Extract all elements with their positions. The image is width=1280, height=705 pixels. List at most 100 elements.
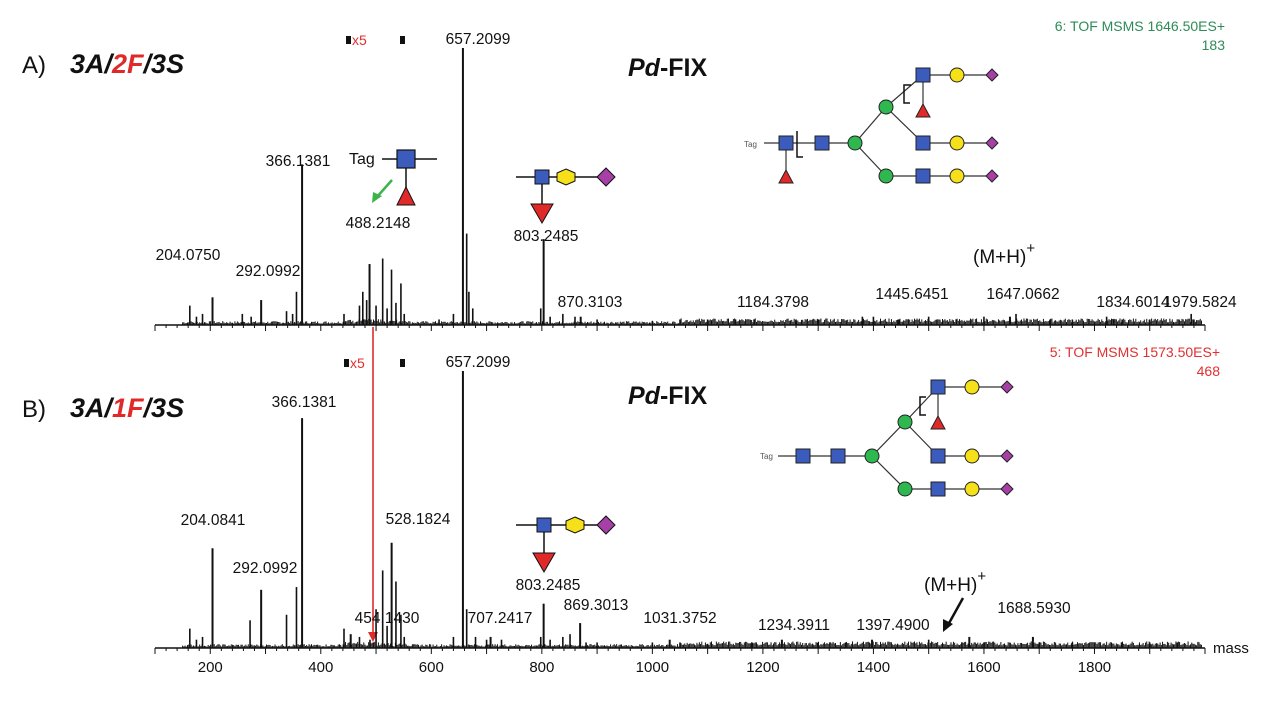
panel-a-zoom-marker-left — [346, 36, 351, 44]
sialic-acid-icon — [596, 515, 616, 535]
panel-a-zoom-marker-right — [400, 36, 405, 44]
peak-label: 657.2099 — [446, 31, 511, 48]
peak-label: 204.0750 — [156, 247, 221, 264]
panel-b-title-part1: 3A/ — [70, 393, 115, 423]
panel-b-ion-arrow — [943, 597, 965, 632]
peak-label: 1834.6014 — [1096, 294, 1170, 311]
panel-a-sample-name: Pd-FIX — [628, 54, 707, 82]
panel-b-precursor-glycan: Tag — [760, 379, 1014, 497]
galactose-icon — [565, 516, 585, 534]
panel-a-fucose-icon — [396, 185, 416, 206]
hexnac-icon — [930, 481, 946, 497]
galactose-icon — [964, 448, 980, 464]
mannose-icon — [878, 168, 894, 184]
hexnac-icon — [915, 168, 931, 184]
x-tick-label: 1800 — [1078, 659, 1111, 676]
panel-a-tag-fragment-glycan: Tag — [349, 149, 437, 206]
fragmentation-mark-icon — [796, 131, 803, 158]
x-tick-label: 1600 — [967, 659, 1000, 676]
sialic-acid-icon — [985, 169, 999, 183]
panel-b-title: 3A/1F/3S — [70, 393, 184, 423]
x-tick-label: 1200 — [746, 659, 779, 676]
sialic-acid-icon — [985, 68, 999, 82]
x-tick-label: 400 — [308, 659, 333, 676]
peak-label: 454.1430 — [355, 610, 420, 627]
peak-label: 803.2485 — [516, 577, 581, 594]
fucose-icon — [532, 552, 556, 573]
panel-b-ion-text: (M+H) — [924, 575, 977, 596]
peak-label: 1031.3752 — [643, 610, 716, 627]
peak-label: 1979.5824 — [1163, 294, 1237, 311]
sialic-acid-icon — [985, 136, 999, 150]
hexnac-icon — [930, 448, 946, 464]
x-tick-label: 800 — [529, 659, 554, 676]
panel-a-title-part1: 3A/ — [70, 49, 115, 79]
mannose-icon — [878, 99, 894, 115]
fucose-icon — [915, 102, 931, 118]
galactose-icon — [556, 168, 576, 186]
panel-a-sample-rest: -FIX — [660, 54, 708, 82]
hexnac-icon — [915, 135, 931, 151]
mannose-icon — [897, 481, 913, 497]
hexnac-icon — [814, 135, 830, 151]
x-tick-label: 200 — [198, 659, 223, 676]
fucose-icon — [530, 203, 554, 224]
panel-a-hexnac-icon — [396, 149, 416, 169]
x-axis-title: mass — [1213, 640, 1249, 657]
panel-a-title-part2: 2F — [111, 49, 145, 79]
galactose-icon — [949, 67, 965, 83]
peak-label: 1397.4900 — [856, 617, 930, 634]
fragmentation-mark-icon — [903, 84, 911, 104]
hexnac-icon — [778, 135, 794, 151]
panel-b-803-fragment-glycan — [516, 515, 616, 573]
peak-label: 488.2148 — [346, 215, 411, 232]
panel-a-header-line1: 6: TOF MSMS 1646.50ES+ — [1055, 18, 1225, 34]
panel-a-title: 3A/2F/3S — [70, 49, 184, 79]
sialic-acid-icon — [1000, 449, 1014, 463]
peak-label: 707.2417 — [468, 610, 533, 627]
panel-b-ion-label: (M+H)+ — [924, 568, 986, 596]
peak-label: 657.2099 — [446, 354, 511, 371]
peak-label: 204.0841 — [181, 512, 246, 529]
panel-a-ion-text: (M+H) — [973, 247, 1026, 268]
panel-a-tag-label: Tag — [349, 151, 375, 168]
mannose-icon — [847, 135, 863, 151]
sialic-acid-icon — [596, 167, 616, 187]
panel-b-spectrum: 204.0841 292.0992 366.1381 454.1430 528.1824… — [154, 354, 1206, 676]
peak-label: 870.3103 — [558, 294, 623, 311]
panel-a-zoom-label: x5 — [352, 32, 367, 48]
peak-label: 803.2485 — [514, 228, 579, 245]
panel-b-letter: B) — [22, 396, 46, 423]
peak-label: 292.0992 — [236, 263, 301, 280]
x-tick-label: 1000 — [636, 659, 669, 676]
panel-b-zoom-label: x5 — [350, 355, 365, 371]
panel-a-title-part3: /3S — [143, 49, 185, 79]
galactose-icon — [964, 379, 980, 395]
peak-label: 1647.0662 — [986, 286, 1059, 303]
panel-a-mini-tag-label: Tag — [744, 140, 757, 149]
mannose-icon — [864, 448, 880, 464]
panel-b-header-line2: 468 — [1197, 363, 1221, 379]
panel-a-letter: A) — [22, 52, 46, 79]
panel-a-green-arrow-head — [372, 192, 382, 203]
hexnac-icon — [795, 448, 811, 464]
mannose-icon — [897, 414, 913, 430]
panel-b-ion-sup: + — [977, 568, 986, 585]
panel-b-zoom-marker-right — [400, 359, 405, 367]
panel-b-title-part2: 1F — [112, 393, 145, 423]
sialic-acid-icon — [1000, 482, 1014, 496]
hexnac-icon — [536, 517, 552, 533]
peak-label: 1445.6451 — [875, 286, 948, 303]
panel-b-sample-rest: -FIX — [660, 382, 708, 410]
galactose-icon — [949, 168, 965, 184]
fucose-icon — [778, 168, 794, 184]
panel-a-spectrum: 204.0750 292.0992 366.1381 488.2148 657.2099… — [154, 31, 1237, 331]
peak-label: 1184.3798 — [737, 294, 809, 311]
panel-a-803-fragment-glycan — [516, 167, 616, 224]
panel-a-sample-italic: Pd — [628, 54, 661, 82]
panel-a-precursor-glycan: Tag — [744, 67, 999, 184]
galactose-icon — [964, 481, 980, 497]
peak-label: 1234.3911 — [758, 617, 830, 634]
peak-label: 528.1824 — [386, 511, 451, 528]
x-tick-label: 600 — [419, 659, 444, 676]
